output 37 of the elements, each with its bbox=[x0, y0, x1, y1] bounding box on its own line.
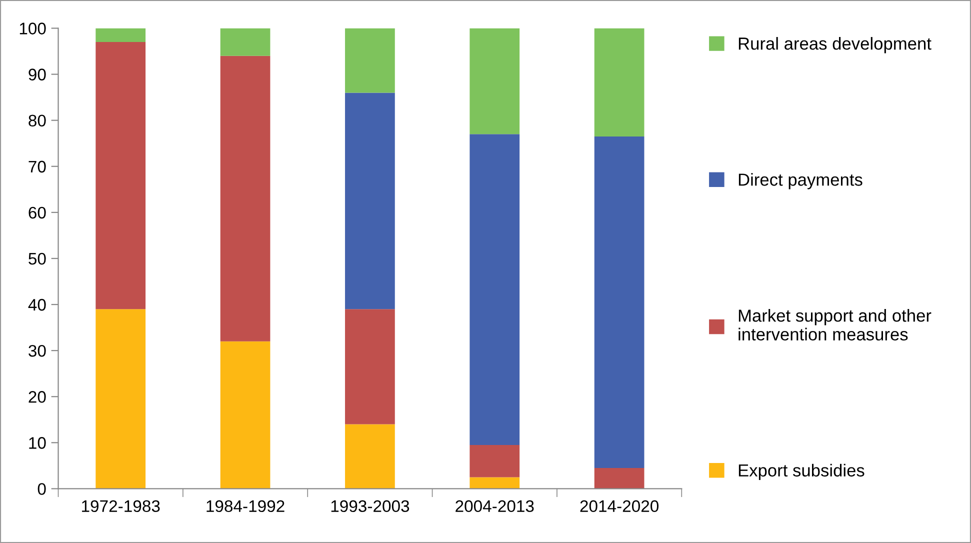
bar bbox=[345, 28, 395, 93]
y-tick-label: 60 bbox=[28, 206, 46, 219]
bar bbox=[96, 309, 146, 489]
y-tick-label: 100 bbox=[20, 22, 46, 34]
y-tick-label: 50 bbox=[28, 252, 46, 265]
y-tick-label: 20 bbox=[28, 391, 46, 403]
y-tick-label: 0 bbox=[38, 483, 46, 495]
x-tick-label: 1972-1983 bbox=[82, 500, 160, 512]
legend-label: Rural areas development bbox=[738, 37, 932, 54]
bar bbox=[345, 424, 395, 489]
bar bbox=[470, 28, 520, 134]
bar bbox=[345, 309, 395, 424]
bar bbox=[220, 28, 270, 56]
bar bbox=[594, 28, 644, 136]
bar bbox=[594, 136, 644, 468]
bar bbox=[594, 468, 644, 489]
x-tick-label: 2014-2020 bbox=[580, 500, 659, 512]
bar bbox=[345, 92, 395, 310]
bar bbox=[96, 28, 146, 42]
bar bbox=[220, 56, 270, 342]
legend-label: Direct payments bbox=[738, 173, 862, 190]
x-tick-label: 1984-1992 bbox=[206, 500, 284, 512]
bar bbox=[470, 444, 520, 478]
bar bbox=[96, 42, 146, 310]
x-tick-label: 2004-2013 bbox=[456, 500, 534, 512]
y-tick-label: 80 bbox=[28, 114, 46, 127]
x-tick-label: 1993-2003 bbox=[331, 500, 410, 512]
bar bbox=[220, 341, 270, 489]
legend-label: Market support and other intervention measures bbox=[738, 309, 932, 341]
y-tick-label: 30 bbox=[28, 344, 46, 357]
y-tick-label: 70 bbox=[28, 160, 46, 173]
legend-label: Export subsidies bbox=[738, 464, 864, 480]
y-tick-label: 40 bbox=[28, 298, 46, 311]
bar bbox=[470, 134, 520, 445]
y-tick-label: 10 bbox=[29, 437, 46, 449]
bar bbox=[470, 477, 520, 489]
y-tick-label: 90 bbox=[28, 68, 46, 80]
